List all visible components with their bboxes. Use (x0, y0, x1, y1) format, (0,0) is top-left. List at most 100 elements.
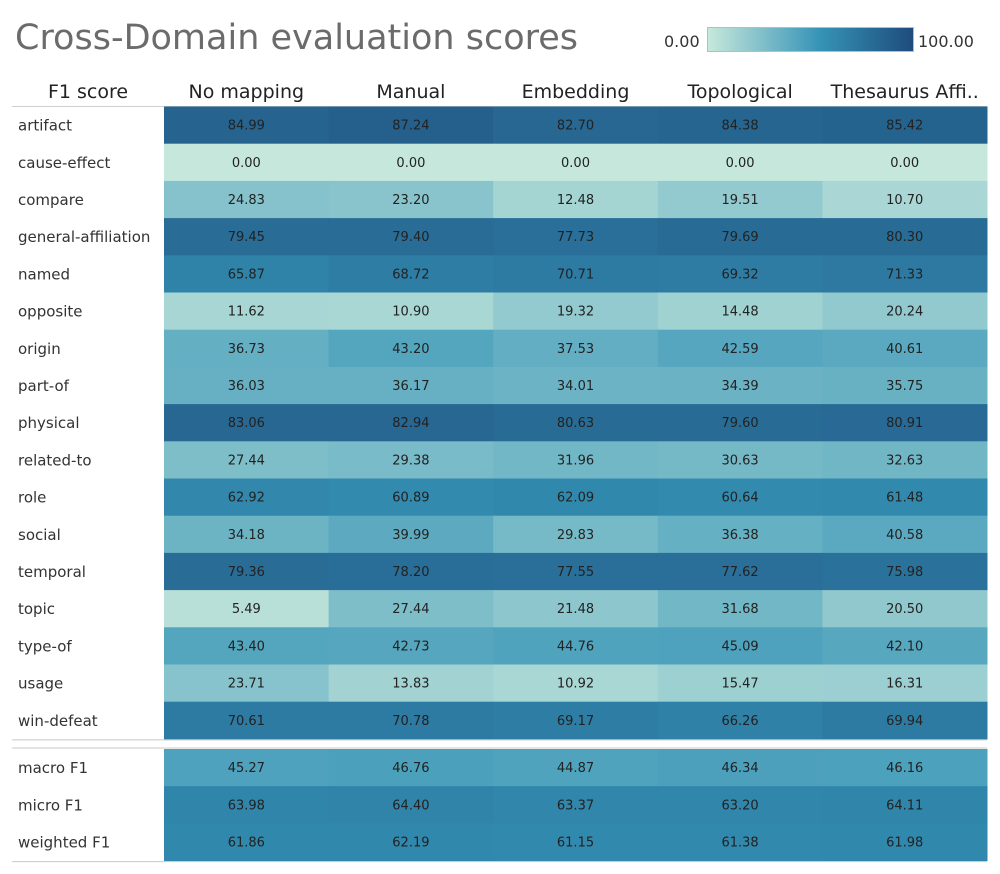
heatmap-cell (164, 143, 330, 182)
heatmap-cell (328, 478, 494, 517)
row-label: type-of (18, 637, 72, 655)
heatmap-cell (164, 786, 330, 824)
heatmap-cell (657, 329, 823, 368)
cell-value: 39.99 (392, 528, 429, 543)
heatmap-cell (822, 590, 988, 628)
heatmap-cell (657, 180, 823, 219)
cell-value: 62.19 (392, 836, 429, 851)
cell-value: 43.20 (392, 342, 429, 357)
heatmap-cell (328, 590, 494, 628)
heatmap-cell (657, 143, 823, 182)
heatmap-cell (328, 823, 494, 862)
heatmap-cell (493, 786, 659, 824)
cell-value: 44.87 (557, 761, 594, 776)
cell-value: 80.91 (886, 416, 923, 431)
heatmap-cell (657, 627, 823, 665)
cell-value: 24.83 (228, 193, 265, 208)
cell-value: 69.94 (886, 714, 923, 729)
cell-value: 61.86 (228, 836, 265, 851)
heatmap-cell (493, 627, 659, 665)
heatmap-cell (493, 329, 659, 368)
row-label: usage (18, 675, 63, 693)
row-label: artifact (18, 117, 72, 135)
heatmap-cell (493, 180, 659, 219)
cell-value: 82.94 (392, 416, 429, 431)
cell-value: 42.73 (392, 639, 429, 654)
cell-value: 83.06 (228, 416, 265, 431)
cell-value: 64.40 (392, 798, 429, 813)
cell-value: 34.18 (228, 528, 265, 543)
cell-value: 71.33 (886, 267, 923, 282)
cell-value: 36.17 (392, 379, 429, 394)
heatmap-cell (657, 441, 823, 479)
heatmap-cell (328, 180, 494, 219)
cell-value: 19.32 (557, 305, 594, 320)
cell-value: 63.20 (721, 798, 758, 813)
cell-value: 27.44 (228, 453, 265, 468)
cell-value: 15.47 (721, 677, 758, 692)
heatmap-cell (328, 515, 494, 554)
cell-value: 36.03 (228, 379, 265, 394)
heatmap-cell (328, 701, 494, 740)
heatmap-cell (657, 404, 823, 442)
heatmap-cell (657, 749, 823, 787)
cell-value: 45.09 (721, 639, 758, 654)
cell-value: 70.71 (557, 267, 594, 282)
heatmap-cell (328, 786, 494, 824)
cell-value: 62.92 (228, 491, 265, 506)
heatmap-cell (328, 404, 494, 442)
cell-value: 31.96 (557, 453, 594, 468)
column-header: No mapping (189, 81, 305, 103)
cell-value: 30.63 (721, 453, 758, 468)
heatmap-cell (328, 749, 494, 787)
cell-value: 0.00 (232, 156, 261, 171)
cell-value: 10.90 (392, 305, 429, 320)
row-label: micro F1 (18, 796, 83, 814)
heatmap-cell (822, 441, 988, 479)
heatmap-cell (822, 329, 988, 368)
heatmap-cell (822, 701, 988, 740)
row-label: role (18, 489, 46, 507)
cell-value: 34.01 (557, 379, 594, 394)
cell-value: 35.75 (886, 379, 923, 394)
heatmap-cell (328, 366, 494, 405)
cell-value: 0.00 (726, 156, 755, 171)
heatmap-cell (493, 218, 659, 256)
cell-value: 36.38 (721, 528, 758, 543)
cell-value: 70.78 (392, 714, 429, 729)
heatmap-cell (822, 143, 988, 182)
row-label: weighted F1 (18, 834, 110, 852)
heatmap-cell (328, 552, 494, 591)
cell-value: 65.87 (228, 267, 265, 282)
cell-value: 20.24 (886, 305, 923, 320)
row-label: temporal (18, 563, 86, 581)
heatmap-cell (493, 255, 659, 293)
heatmap-cell (164, 590, 330, 628)
row-label: general-affiliation (18, 228, 150, 246)
heatmap-cell (657, 255, 823, 293)
cell-value: 12.48 (557, 193, 594, 208)
heatmap-cell (164, 255, 330, 293)
heatmap-cell (164, 441, 330, 479)
cell-value: 62.09 (557, 491, 594, 506)
cell-value: 66.26 (721, 714, 758, 729)
cell-value: 79.40 (392, 230, 429, 245)
heatmap-cell (328, 627, 494, 665)
heatmap-cell (164, 478, 330, 517)
heatmap-cell (493, 515, 659, 554)
heatmap-cell (822, 823, 988, 862)
row-label: topic (18, 600, 55, 618)
cell-value: 82.70 (557, 119, 594, 134)
cell-value: 19.51 (721, 193, 758, 208)
heatmap-cell (822, 366, 988, 405)
cell-value: 60.89 (392, 491, 429, 506)
cell-value: 77.62 (721, 565, 758, 580)
heatmap-cell (657, 701, 823, 740)
column-header: Thesaurus Affi.. (830, 81, 979, 103)
heatmap-cell (493, 664, 659, 703)
cell-value: 63.98 (228, 798, 265, 813)
heatmap-cell (493, 366, 659, 405)
heatmap-cell (657, 823, 823, 862)
heatmap-cell (328, 329, 494, 368)
column-header: Topological (686, 81, 792, 103)
